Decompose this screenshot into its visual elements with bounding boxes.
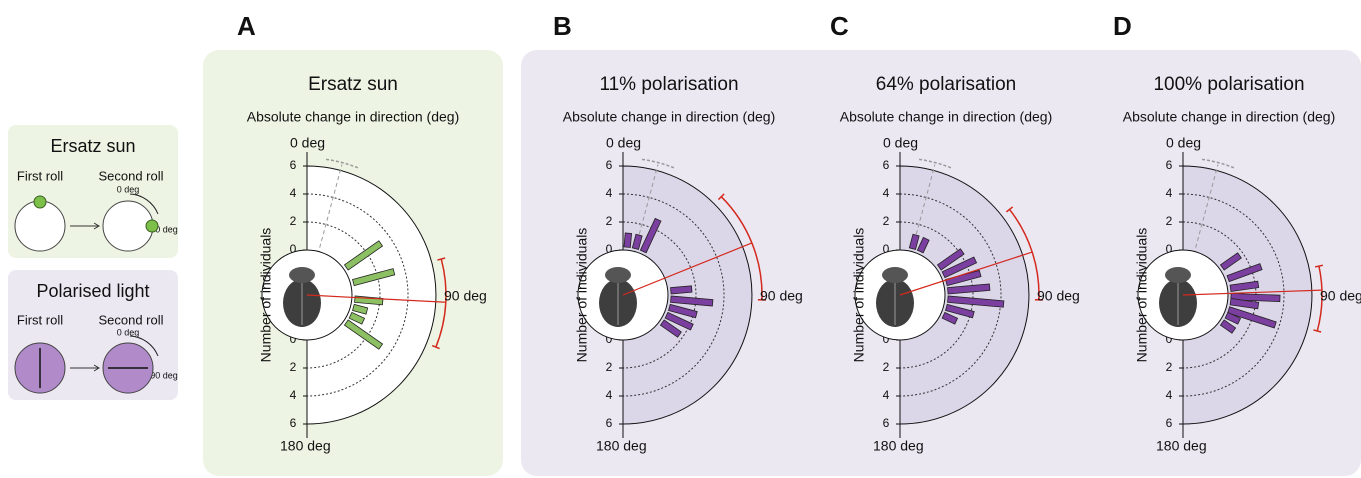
angle-label: 180 deg <box>1156 438 1207 454</box>
angle-label: 90 deg <box>1037 288 1080 304</box>
angle-label: 90 deg <box>1320 288 1361 304</box>
r-tick-label: 6 <box>1166 416 1173 430</box>
angle-label: 90 deg <box>760 288 803 304</box>
r-tick-label: 6 <box>883 416 890 430</box>
r-tick-label: 4 <box>290 388 297 402</box>
r-tick-label: 4 <box>883 388 890 402</box>
r-tick-label: 2 <box>883 360 890 374</box>
angle-label: 180 deg <box>280 438 331 454</box>
beetle-head <box>882 267 908 283</box>
r-tick-label: 2 <box>290 360 297 374</box>
panel-letter: B <box>553 11 572 41</box>
beetle-head <box>1165 267 1191 283</box>
r-tick-label: 6 <box>290 158 297 172</box>
panel-subtitle: Absolute change in direction (deg) <box>1123 109 1335 125</box>
r-tick-label: 6 <box>883 158 890 172</box>
figure: Ersatz sun First roll Second roll 0 deg … <box>0 0 1361 478</box>
r-tick-label: 6 <box>1166 158 1173 172</box>
r-axis-label: Number of individuals <box>258 228 274 363</box>
panel-subtitle: Absolute change in direction (deg) <box>247 109 459 125</box>
r-axis-label: Number of individuals <box>851 228 867 363</box>
r-tick-label: 2 <box>606 214 613 228</box>
panel-letter: D <box>1113 11 1132 41</box>
angle-label: 0 deg <box>883 135 918 151</box>
angle-label: 0 deg <box>1166 135 1201 151</box>
r-tick-label: 2 <box>1166 214 1173 228</box>
r-tick-label: 2 <box>606 360 613 374</box>
legend-label: First roll <box>17 168 63 183</box>
legend-label: 0 deg <box>117 184 140 194</box>
angle-label: 180 deg <box>873 438 924 454</box>
angle-label: 180 deg <box>596 438 647 454</box>
r-tick-label: 4 <box>606 186 613 200</box>
r-tick-label: 6 <box>290 416 297 430</box>
r-tick-label: 4 <box>1166 388 1173 402</box>
r-tick-label: 6 <box>606 158 613 172</box>
panel-title: 64% polarisation <box>876 74 1016 95</box>
r-axis-label: Number of individuals <box>574 228 590 363</box>
r-tick-label: 2 <box>883 214 890 228</box>
panel-letter: A <box>237 11 256 41</box>
beetle-head <box>605 267 631 283</box>
r-tick-label: 2 <box>290 214 297 228</box>
panel-title: 11% polarisation <box>599 74 738 95</box>
r-tick-label: 4 <box>1166 186 1173 200</box>
legend-label: 0 deg <box>117 327 140 337</box>
sun-dot <box>34 196 46 208</box>
angle-label: 0 deg <box>606 135 641 151</box>
panel-title: 100% polarisation <box>1153 74 1304 95</box>
angle-label: 90 deg <box>444 288 487 304</box>
r-tick-label: 4 <box>883 186 890 200</box>
legend-label: Second roll <box>98 312 163 327</box>
legend-title: Polarised light <box>36 281 149 301</box>
beetle-head <box>289 267 315 283</box>
legend-title: Ersatz sun <box>50 136 135 156</box>
legend-label: Second roll <box>98 168 163 183</box>
r-tick-label: 6 <box>606 416 613 430</box>
panel-title: Ersatz sun <box>308 74 398 95</box>
r-tick-label: 4 <box>606 388 613 402</box>
sun-dot <box>146 220 158 232</box>
panel-subtitle: Absolute change in direction (deg) <box>563 109 775 125</box>
bar <box>624 233 632 248</box>
legend-label: 90 deg <box>150 370 178 380</box>
angle-label: 0 deg <box>290 135 325 151</box>
r-tick-label: 4 <box>290 186 297 200</box>
panel-subtitle: Absolute change in direction (deg) <box>840 109 1052 125</box>
legend-label: First roll <box>17 312 63 327</box>
panel-letter: C <box>830 11 849 41</box>
r-axis-label: Number of individuals <box>1134 228 1150 363</box>
r-tick-label: 2 <box>1166 360 1173 374</box>
bar <box>671 286 692 294</box>
